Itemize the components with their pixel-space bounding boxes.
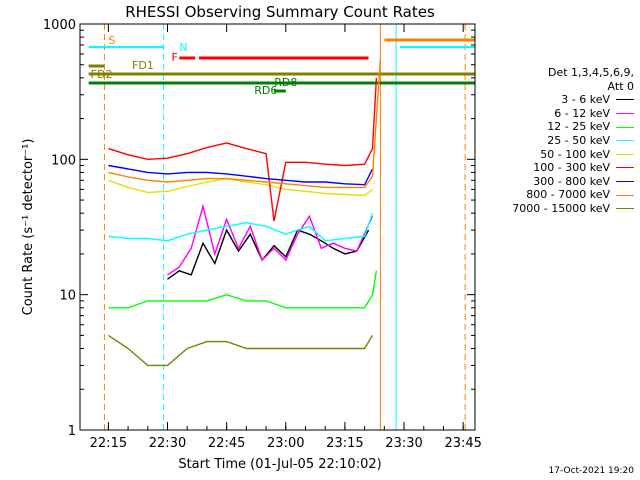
x-axis-label: Start Time (01-Jul-05 22:10:02) <box>178 457 381 472</box>
legend-swatch <box>616 140 634 142</box>
x-tick-label: 22:15 <box>90 436 127 451</box>
legend-entry: 12 - 25 keV <box>476 120 634 134</box>
legend-swatch <box>616 99 634 101</box>
x-tick-label: 23:30 <box>385 436 422 451</box>
x-tick-label: 22:30 <box>149 436 186 451</box>
legend-entry: 50 - 100 keV <box>476 148 634 162</box>
x-tick-label: 23:45 <box>444 436 481 451</box>
legend-label: 300 - 800 keV <box>533 174 610 188</box>
legend-swatch <box>616 153 634 155</box>
legend-entry: 3 - 6 keV <box>476 93 634 107</box>
legend-label: 800 - 7000 keV <box>526 188 610 202</box>
legend: Det 1,3,4,5,6,9, Att 0 3 - 6 keV 6 - 12 k… <box>476 66 634 216</box>
series-group <box>108 59 382 367</box>
annotation-label-rd8: RD8 <box>274 76 297 89</box>
legend-entry: 800 - 7000 keV <box>476 188 634 202</box>
legend-entry: 25 - 50 keV <box>476 134 634 148</box>
legend-entry: 300 - 800 keV <box>476 175 634 189</box>
series-line-8 <box>108 334 374 367</box>
series-line-5 <box>108 77 378 222</box>
plot-frame <box>79 23 476 431</box>
annotation-label-rd6: RD6 <box>254 84 277 97</box>
y-tick-label: 100 <box>51 153 76 168</box>
legend-label: 12 - 25 keV <box>547 120 610 134</box>
legend-entry: 6 - 12 keV <box>476 107 634 121</box>
y-tick-label: 1 <box>68 424 76 439</box>
annotation-label-fd2: FD2 <box>91 68 113 81</box>
series-line-3 <box>108 212 374 242</box>
series-line-6 <box>108 164 374 186</box>
legend-rows: 3 - 6 keV 6 - 12 keV 12 - 25 keV 25 - 50 ke… <box>476 93 634 215</box>
x-tick-label: 23:15 <box>326 436 363 451</box>
legend-swatch <box>616 113 634 115</box>
series-line-4 <box>108 177 373 197</box>
legend-swatch <box>616 181 634 183</box>
legend-label: 50 - 100 keV <box>540 147 610 161</box>
annotation-label-f: F <box>171 51 177 64</box>
legend-swatch <box>616 194 634 196</box>
legend-label: 7000 - 15000 keV <box>512 201 610 215</box>
annotation-label-s: S <box>108 34 115 47</box>
legend-label: 100 - 300 keV <box>533 161 610 175</box>
legend-entry: 100 - 300 keV <box>476 161 634 175</box>
x-tick-label: 23:00 <box>267 436 304 451</box>
chart-title: RHESSI Observing Summary Count Rates <box>125 3 435 21</box>
x-tick-label: 22:45 <box>208 436 245 451</box>
legend-entry: 7000 - 15000 keV <box>476 202 634 216</box>
legend-header-line1: Det 1,3,4,5,6,9, <box>547 66 634 79</box>
legend-label: 3 - 6 keV <box>561 93 610 107</box>
timestamp: 17-Oct-2021 19:20 <box>548 466 634 476</box>
legend-swatch <box>616 208 634 210</box>
legend-label: 6 - 12 keV <box>554 106 610 120</box>
legend-header-line2: Att 0 <box>607 79 634 93</box>
y-tick-label: 10 <box>59 289 76 304</box>
annotation-label-n: N <box>179 41 187 54</box>
legend-swatch <box>616 167 634 169</box>
series-line-7 <box>108 59 382 189</box>
series-line-0 <box>167 228 370 280</box>
series-line-1 <box>167 203 374 276</box>
legend-label: 25 - 50 keV <box>547 133 610 147</box>
legend-swatch <box>616 126 634 128</box>
annotation-label-fd1: FD1 <box>132 59 154 72</box>
y-axis-label: Count Rate (s⁻¹ detector⁻¹) <box>21 139 36 316</box>
axis-ticks: 1 10 100 1000 22:15 22:30 22:45 23:00 23:15 23:30… <box>43 18 482 451</box>
y-tick-label: 1000 <box>43 18 76 33</box>
series-line-2 <box>108 270 378 309</box>
